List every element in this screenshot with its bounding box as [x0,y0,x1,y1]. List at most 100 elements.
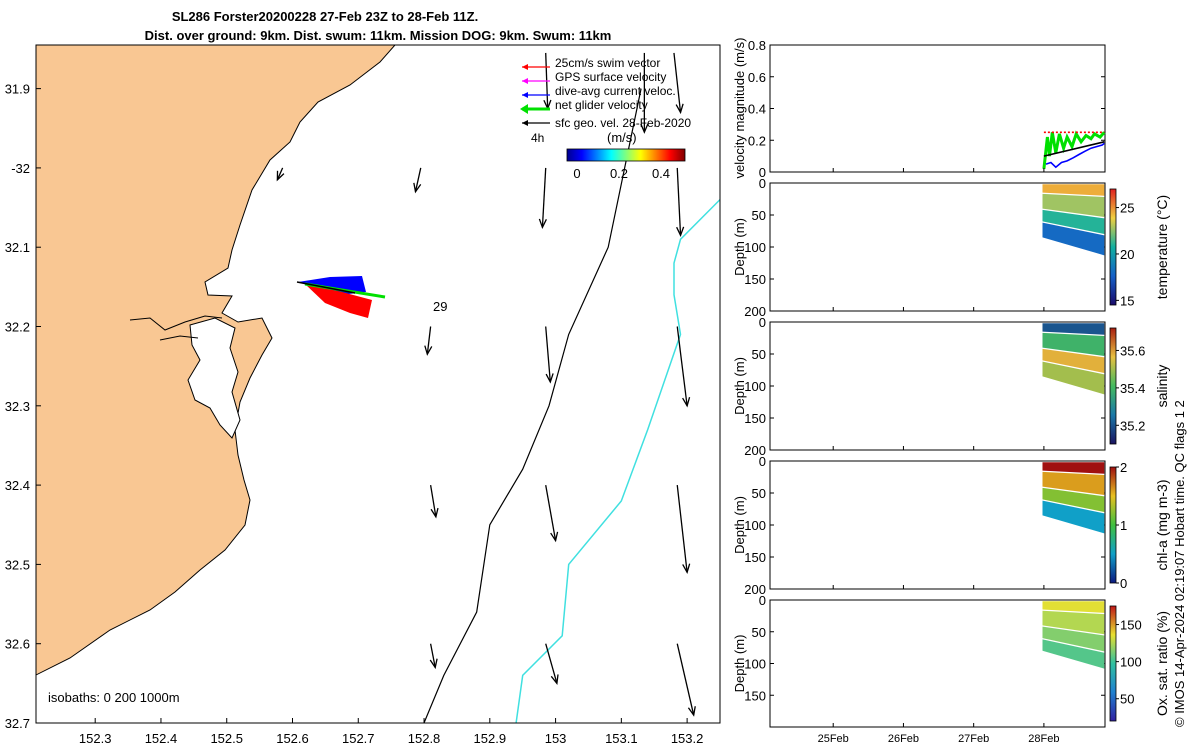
isobath-1000 [515,199,720,723]
salinity-block-0 [1042,323,1105,335]
time-xtick-2: 27Feb [958,733,989,745]
geo-vector-6 [676,167,685,237]
cb-tick-0: 0 [573,166,580,181]
vel-ytick-0: 0 [759,165,766,180]
temperature-ylabel: Depth (m) [732,218,747,276]
cb-tick-02: 0.2 [610,166,628,181]
oxygen-cbtick-1: 100 [1120,655,1142,670]
salinity-ylabel: Depth (m) [732,357,747,415]
temperature-block-1 [1042,193,1105,218]
oxygen-block-1 [1042,610,1105,635]
temperature-ytick-1: 50 [752,208,766,223]
depth-panel-salinity: 0 50 100 150 200 Depth (m) 35.2 35.4 35.6 salinit… [732,315,1170,458]
annotation-29: 29 [433,299,447,314]
legend-sfc-geo: sfc geo. vel. 28-Feb-2020 [555,116,691,130]
colorbar-unit: (m/s) [607,130,637,145]
salinity-block-3 [1042,361,1105,395]
geo-vector-11 [545,484,559,543]
vel-ytick-4: 0.8 [748,38,766,53]
velocity-y-ticks: 0 0.2 0.4 0.6 0.8 [748,38,1105,180]
salinity-ytick-1: 50 [752,347,766,362]
geo-vector-2 [538,167,547,230]
title-line-1: SL286 Forster20200228 27-Feb 23Z to 28-F… [172,9,478,24]
temperature-block-2 [1042,209,1105,235]
map-xtick-8: 153.1 [605,731,638,746]
vel-ytick-3: 0.6 [748,70,766,85]
map-colorbar [566,148,686,162]
salinity-ytick-4: 200 [744,443,766,458]
map-ytick-8: 32.7 [5,716,30,731]
glider-track [296,276,386,318]
salinity-cblabel: salinity [1154,365,1170,408]
salinity-ytick-0: 0 [759,315,766,330]
geo-vector-12 [676,485,691,574]
vel-ytick-1: 0.2 [748,133,766,148]
depth-panel-chl-a: 0 50 100 150 200 Depth (m) 0 1 2 chl-a (mg m-3) [732,454,1170,597]
river-channel [129,315,223,341]
map-y-ticks: 31.9 -32 32.1 32.2 32.3 32.4 32.5 32.6 32.7 [5,82,41,731]
oxygen-block-2 [1042,626,1105,652]
map-xtick-0: 152.3 [79,731,112,746]
vel-series-1 [1045,142,1105,169]
map-ytick-6: 32.5 [5,557,30,572]
map-legend: 25cm/s swim vector GPS surface velocity … [520,56,691,181]
map-xtick-3: 152.6 [276,731,309,746]
oxygen-cblabel: Ox. sat. ratio (%) [1154,611,1170,716]
chl-a-colorbar [1109,466,1117,584]
salinity-colorbar [1109,327,1117,445]
swim-vector-blob [305,284,372,318]
oxygen-ytick-1: 50 [752,625,766,640]
oxygen-ylabel: Depth (m) [732,635,747,693]
geo-vector-4 [640,52,649,134]
map-ytick-2: 32.1 [5,240,30,255]
title-line-2: Dist. over ground: 9km. Dist. swum: 11km… [145,28,612,43]
oxygen-cbtick-0: 50 [1120,692,1134,707]
geo-vector-7 [424,326,433,356]
temperature-cbtick-1: 20 [1120,247,1134,262]
chl-a-block-2 [1042,487,1105,513]
time-label-4h: 4h [531,131,544,145]
map-xtick-6: 152.9 [474,731,507,746]
chl-a-cbtick-0: 0 [1120,576,1127,591]
geo-vector-9 [676,326,691,408]
map-x-ticks: 152.3 152.4 152.5 152.6 152.7 152.8 152.9 153 15… [79,718,703,746]
map-xtick-1: 152.4 [145,731,178,746]
map-ytick-7: 32.6 [5,637,30,652]
salinity-block-2 [1042,348,1105,374]
depth-panel-temperature: 0 50 100 150 200 Depth (m) 15 20 25 temperature (… [732,176,1170,319]
temperature-block-3 [1042,222,1105,256]
chl-a-cbtick-1: 1 [1120,518,1127,533]
legend-swim-vector: 25cm/s swim vector [555,56,660,70]
velocity-panel: 0 0.2 0.4 0.6 0.8 velocity magnitude (m/s) [732,38,1106,180]
temperature-cbtick-2: 25 [1120,201,1134,216]
geo-vector-15 [676,643,696,717]
temperature-block-0 [1042,184,1105,196]
chl-a-cbtick-2: 2 [1120,460,1127,475]
chl-a-ytick-0: 0 [759,454,766,469]
temperature-colorbar [1109,188,1117,306]
time-xtick-3: 28Feb [1028,733,1059,745]
vel-ytick-2: 0.4 [748,102,766,117]
geo-vector-0 [276,167,285,182]
map-ytick-4: 32.3 [5,399,30,414]
velocity-ylabel: velocity magnitude (m/s) [732,38,747,179]
map-ytick-3: 32.2 [5,320,30,335]
chl-a-ytick-2: 100 [744,518,766,533]
temperature-ytick-0: 0 [759,176,766,191]
geo-vector-13 [429,643,438,670]
map-ytick-1: -32 [11,161,30,176]
geo-vector-14 [545,643,559,685]
geo-vector-10 [429,484,439,519]
vel-series-2 [1043,141,1105,157]
legend-net-glider: net glider velocity [555,98,648,112]
oxygen-colorbar [1109,605,1117,722]
chl-a-ylabel: Depth (m) [732,496,747,554]
oxygen-ytick-2: 100 [744,657,766,672]
geo-vector-1 [413,167,422,194]
geo-vector-5 [673,52,684,115]
time-xtick-0: 25Feb [818,733,849,745]
oxygen-cbtick-2: 150 [1120,618,1142,633]
